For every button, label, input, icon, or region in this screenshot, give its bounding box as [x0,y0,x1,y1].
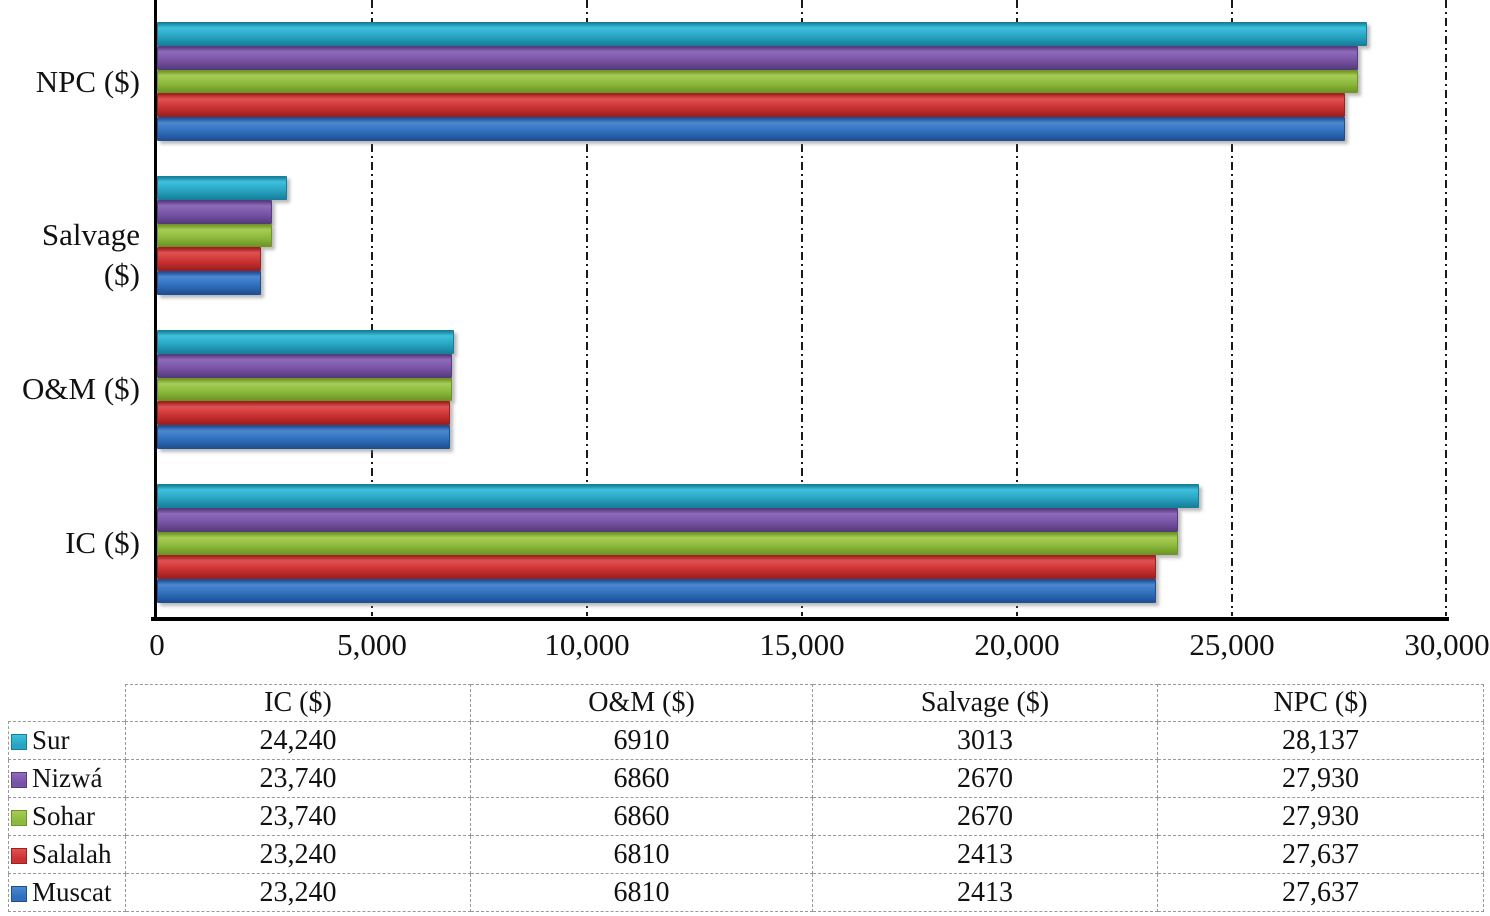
x-tick-label: 15,000 [759,627,845,662]
x-tick-label: 25,000 [1189,627,1275,662]
category-label-salvage: Salvage ($) [41,217,140,292]
table-header-row: IC ($) O&M ($) Salvage ($) NPC ($) [9,684,1484,722]
table-row: Nizwá 23,740 6860 2670 27,930 [8,759,1484,798]
table-cell: 6860 [470,797,813,836]
gridline-5000 [370,0,373,616]
x-axis-ticks: 0 5,000 10,000 15,000 20,000 25,000 30,0… [149,627,1489,667]
row-label: Muscat [32,877,112,907]
x-tick-label: 30,000 [1404,627,1490,662]
gridline-15000 [801,0,803,616]
bar [157,247,261,272]
x-tick-label: 20,000 [974,627,1060,662]
x-tick-label: 0 [149,627,165,662]
row-label: Nizwá [32,763,103,793]
bar-group [157,22,1447,141]
table-cell: 23,240 [125,835,471,874]
bar [157,45,1358,70]
row-label: Sohar [32,801,95,831]
bar-group [157,484,1447,603]
plot-area [157,0,1447,619]
table-corner-cell [9,685,126,722]
y-axis-line [154,0,157,621]
row-label-cell: Nizwá [8,759,126,798]
category-label-ic: IC ($) [65,525,140,560]
legend-swatch [11,810,27,826]
bar [157,93,1346,118]
table-cell: 2670 [812,797,1158,836]
bar [157,199,272,224]
bar [157,117,1346,141]
gridline-25000 [1231,0,1233,616]
row-label: Sur [32,725,70,755]
category-label-om: O&M ($) [22,371,140,406]
table-cell: 27,637 [1157,873,1484,912]
table-cell: 6860 [470,759,813,798]
x-tick-label: 10,000 [544,627,630,662]
column-header-npc: NPC ($) [1157,684,1484,722]
legend-swatch [11,848,27,864]
category-label-npc: NPC ($) [35,64,140,99]
table-cell: 23,740 [125,797,471,836]
legend-swatch [11,734,27,750]
bar [157,377,452,402]
table-cell: 28,137 [1157,721,1484,760]
legend-swatch [11,886,27,902]
bar [157,271,261,295]
row-label-cell: Sohar [8,797,126,836]
bar [157,22,1367,46]
bar [157,531,1178,556]
table-cell: 6810 [470,873,813,912]
bar [157,223,272,248]
row-label-cell: Sur [8,721,126,760]
bar [157,69,1358,94]
table-cell: 27,637 [1157,835,1484,874]
gridline-30000 [1445,0,1447,616]
bar [157,176,287,200]
bar [157,579,1157,603]
table-cell: 6910 [470,721,813,760]
table-cell: 6810 [470,835,813,874]
legend-swatch [11,772,27,788]
bar [157,555,1157,580]
table-cell: 2670 [812,759,1158,798]
bar [157,353,452,378]
table-row: Salalah 23,240 6810 2413 27,637 [8,835,1484,874]
bar [157,330,455,354]
table-cell: 2413 [812,873,1158,912]
gridline-20000 [1015,0,1018,616]
bar [157,484,1200,508]
bar-group [157,176,1447,295]
bar [157,507,1178,532]
row-label-cell: Muscat [8,873,126,912]
bar-group [157,330,1447,449]
table-cell: 23,740 [125,759,471,798]
table-cell: 27,930 [1157,759,1484,798]
bar [157,401,450,426]
table-row: Sohar 23,740 6860 2670 27,930 [8,797,1484,836]
x-tick-label: 5,000 [337,627,407,662]
table-row: Sur 24,240 6910 3013 28,137 [8,721,1484,760]
column-header-salvage: Salvage ($) [812,684,1158,722]
column-header-ic: IC ($) [125,684,471,722]
data-table: IC ($) O&M ($) Salvage ($) NPC ($) Sur 2… [8,684,1484,912]
gridline-10000 [585,0,588,616]
table-cell: 23,240 [125,873,471,912]
x-axis-line [151,617,1449,621]
column-header-om: O&M ($) [470,684,813,722]
bar [157,425,450,449]
table-cell: 2413 [812,835,1158,874]
row-label: Salalah [32,839,112,869]
table-cell: 24,240 [125,721,471,760]
table-row: Muscat 23,240 6810 2413 27,637 [8,873,1484,912]
table-cell: 3013 [812,721,1158,760]
row-label-cell: Salalah [8,835,126,874]
bar-chart: NPC ($) Salvage ($) O&M ($) IC ($) [22,0,1490,667]
table-cell: 27,930 [1157,797,1484,836]
